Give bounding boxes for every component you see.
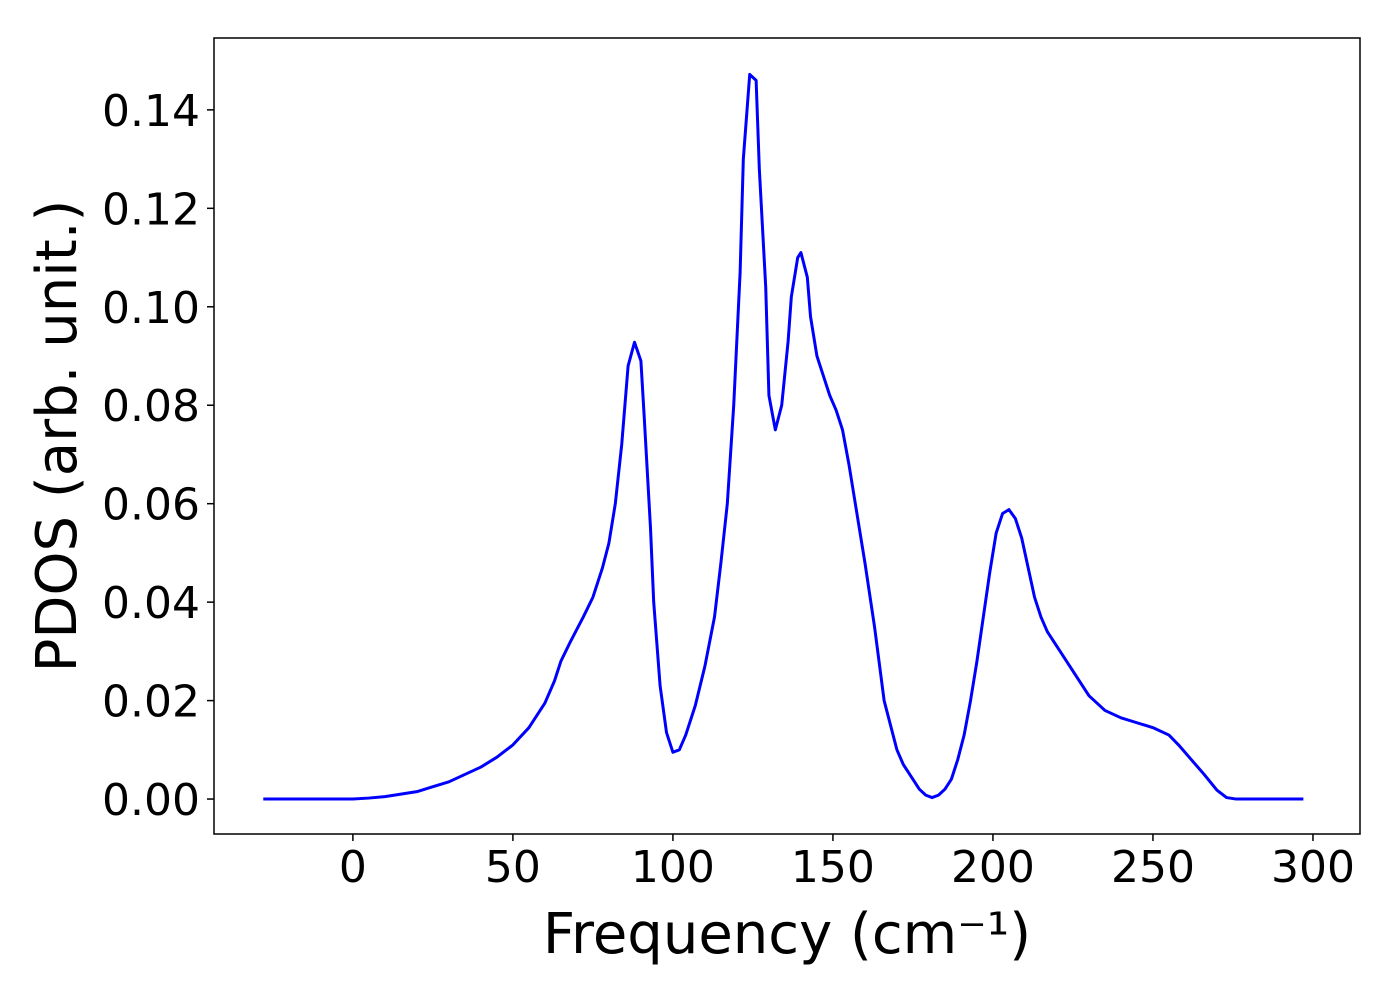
x-tick-label: 50 — [485, 842, 541, 893]
y-tick-label: 0.00 — [102, 775, 200, 826]
x-tick-label: 0 — [339, 842, 367, 893]
plot-frame — [213, 37, 1361, 835]
x-tick-label: 200 — [951, 842, 1035, 893]
x-axis-label: Frequency (cm⁻¹) — [543, 902, 1031, 967]
line-series — [263, 72, 1304, 801]
y-tick-label: 0.06 — [102, 480, 200, 531]
x-tick-label: 250 — [1111, 842, 1195, 893]
x-tick-label: 150 — [791, 842, 875, 893]
y-axis-label: PDOS (arb. unit.) — [25, 200, 90, 673]
y-tick-label: 0.14 — [102, 86, 200, 137]
y-tick-label: 0.02 — [102, 677, 200, 728]
y-tick-label: 0.04 — [102, 578, 200, 629]
y-tick-label: 0.10 — [102, 283, 200, 334]
x-tick-label: 300 — [1271, 842, 1355, 893]
x-tick-label: 100 — [631, 842, 715, 893]
y-tick-label: 0.12 — [102, 184, 200, 235]
y-tick-label: 0.08 — [102, 381, 200, 432]
